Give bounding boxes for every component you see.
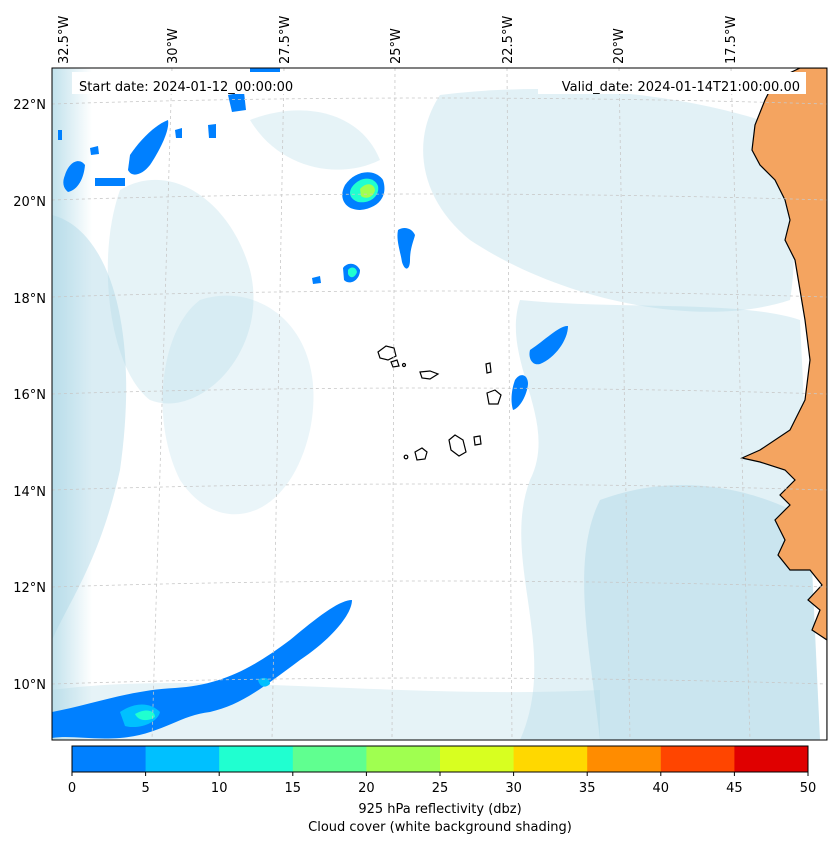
- colorbar-swatch: [292, 746, 367, 772]
- lon-label: 20°W: [612, 28, 627, 64]
- colorbar-tick-label: 45: [726, 781, 743, 796]
- lon-label: 27.5°W: [278, 16, 293, 64]
- lon-label: 17.5°W: [724, 16, 739, 64]
- lat-label: 22°N: [13, 98, 46, 113]
- start-date-label: Start date: 2024-01-12_00:00:00: [79, 80, 293, 95]
- lon-label: 32.5°W: [57, 16, 72, 64]
- latitude-labels: 22°N 20°N 18°N 16°N 14°N 12°N 10°N: [13, 98, 46, 693]
- lon-label: 22.5°W: [501, 16, 516, 64]
- colorbar-tick-label: 20: [358, 781, 375, 796]
- lat-label: 20°N: [13, 195, 46, 210]
- colorbar-tick-label: 10: [211, 781, 228, 796]
- lat-label: 10°N: [13, 678, 46, 693]
- colorbar-swatch: [145, 746, 220, 772]
- cape-verde-islands: [377, 345, 502, 461]
- colorbar-tick-label: 50: [800, 781, 817, 796]
- colorbar-swatch: [660, 746, 735, 772]
- longitude-labels: 32.5°W 30°W 27.5°W 25°W 22.5°W 20°W 17.5…: [57, 16, 739, 64]
- colorbar-tick-label: 30: [505, 781, 522, 796]
- colorbar-tick-label: 15: [285, 781, 302, 796]
- colorbar-swatch: [587, 746, 662, 772]
- colorbar-swatch: [366, 746, 441, 772]
- colorbar-tick-label: 25: [432, 781, 449, 796]
- lat-label: 12°N: [13, 581, 46, 596]
- colorbar-swatch: [72, 746, 147, 772]
- lat-label: 18°N: [13, 292, 46, 307]
- lat-label: 14°N: [13, 485, 46, 500]
- valid-date-box: [538, 72, 806, 94]
- colorbar: 0 5 10 15 20 25 30 35 40 45 50 925 hPa reflectivit…: [68, 745, 817, 835]
- africa-coast: [740, 68, 827, 740]
- lon-label: 25°W: [389, 28, 404, 64]
- reflectivity-areas: [52, 68, 568, 739]
- colorbar-tick-label: 0: [68, 781, 76, 796]
- colorbar-tick-label: 40: [653, 781, 670, 796]
- cloud-cover-shading: [52, 68, 820, 740]
- colorbar-swatch: [513, 746, 588, 772]
- colorbar-swatch: [440, 746, 515, 772]
- valid-date-label: Valid_date: 2024-01-14T21:00:00.00: [562, 80, 800, 95]
- colorbar-sublabel: Cloud cover (white background shading): [308, 820, 572, 835]
- graticule: [52, 68, 827, 740]
- map-background: [52, 68, 827, 740]
- lat-label: 16°N: [13, 388, 46, 403]
- lon-label: 30°W: [166, 28, 181, 64]
- colorbar-swatch: [219, 746, 294, 772]
- colorbar-swatch: [734, 746, 809, 772]
- colorbar-tick-label: 5: [141, 781, 149, 796]
- map-frame: [51, 67, 828, 741]
- colorbar-label: 925 hPa reflectivity (dbz): [358, 802, 521, 817]
- start-date-box: [72, 72, 316, 94]
- colorbar-tick-label: 35: [579, 781, 596, 796]
